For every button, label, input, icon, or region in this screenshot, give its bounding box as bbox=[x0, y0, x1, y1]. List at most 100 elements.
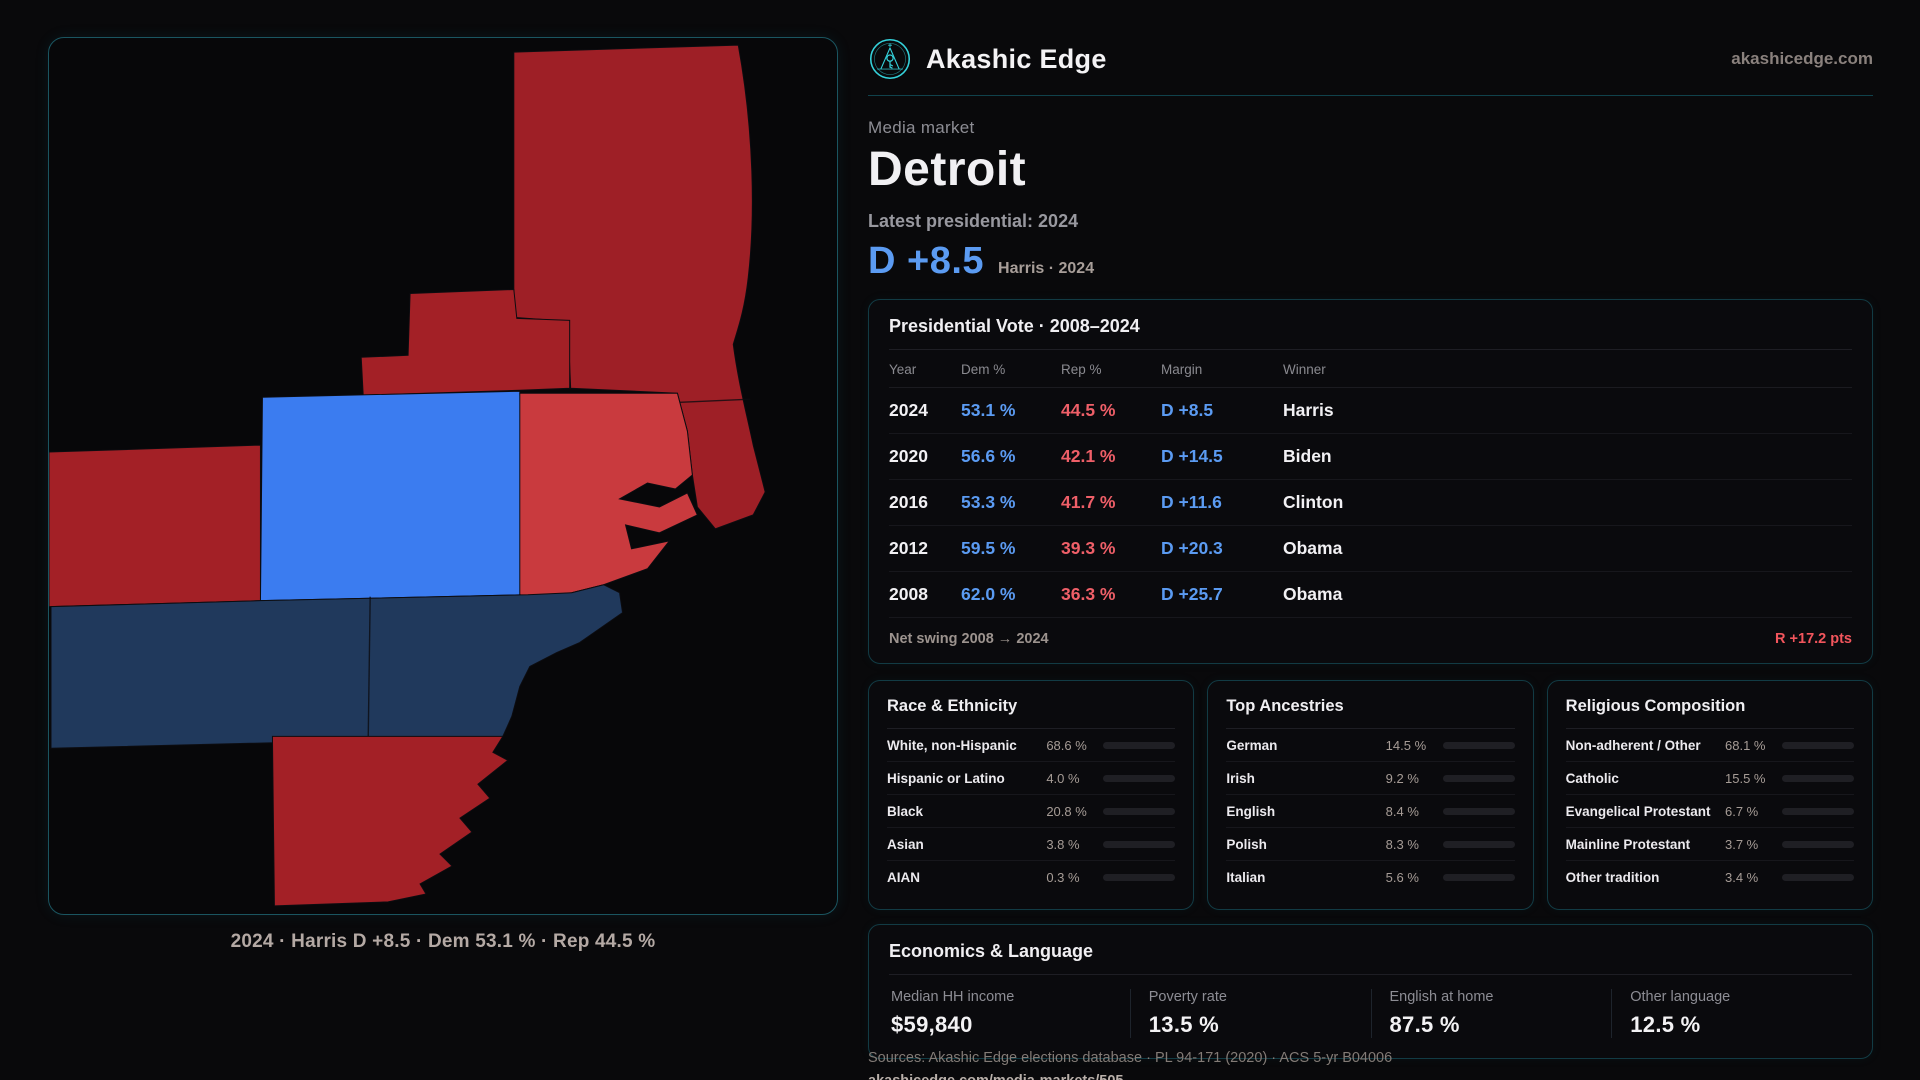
stat-value: 3.4 % bbox=[1725, 869, 1759, 885]
brand-header: Akashic Edge akashicedge.com bbox=[868, 37, 1873, 96]
stat-row: Irish 9.2 % bbox=[1226, 762, 1515, 795]
stat-label: Evangelical Protestant bbox=[1565, 803, 1711, 819]
table-cell-winner: Clinton bbox=[1283, 480, 1852, 526]
stat-bar bbox=[1103, 807, 1176, 815]
stat-label: Non-adherent / Other bbox=[1565, 737, 1701, 753]
demographics-row: Race & Ethnicity White, non-Hispanic 68.… bbox=[868, 680, 1873, 910]
table-cell-margin: D +8.5 bbox=[1161, 388, 1283, 434]
table-cell-rep: 39.3 % bbox=[1061, 526, 1161, 572]
stat-label: Poverty rate bbox=[1148, 989, 1227, 1005]
column-header-year: Year bbox=[889, 350, 961, 388]
stat-value: 68.6 % bbox=[1046, 737, 1087, 753]
brand-domain-link[interactable]: akashicedge.com bbox=[1731, 49, 1873, 68]
table-cell-year: 2020 bbox=[889, 434, 961, 480]
latest-election-label: Latest presidential: 2024 bbox=[868, 211, 1079, 231]
county-shape-metro-dem bbox=[50, 584, 624, 749]
table-cell-dem: 53.1 % bbox=[961, 388, 1061, 434]
stat-value: 12.5 % bbox=[1630, 1012, 1701, 1037]
stat-row: Polish 8.3 % bbox=[1226, 828, 1515, 861]
stat-label: Polish bbox=[1226, 836, 1267, 852]
stat-label: English bbox=[1226, 803, 1276, 819]
page-title: Detroit bbox=[868, 143, 1027, 196]
table-cell-dem: 59.5 % bbox=[961, 526, 1061, 572]
column-header-winner: Winner bbox=[1283, 350, 1852, 388]
card-title: Religious Composition bbox=[1565, 697, 1854, 729]
stat-value: 15.5 % bbox=[1725, 770, 1766, 786]
table-cell-dem: 62.0 % bbox=[961, 572, 1061, 618]
map-column: 2024 · Harris D +8.5 · Dem 53.1 % · Rep … bbox=[48, 37, 838, 1080]
table-cell-rep: 44.5 % bbox=[1061, 388, 1161, 434]
map-panel bbox=[48, 37, 838, 915]
stat-bar bbox=[1782, 774, 1854, 782]
stat-row: Catholic 15.5 % bbox=[1565, 762, 1854, 795]
stat-value: 9.2 % bbox=[1385, 770, 1419, 786]
stat-label: AIAN bbox=[887, 869, 920, 885]
table-cell-winner: Biden bbox=[1283, 434, 1852, 480]
stat-row: Asian 3.8 % bbox=[887, 828, 1176, 861]
column-header-margin: Margin bbox=[1161, 350, 1283, 388]
stat-bar bbox=[1442, 807, 1515, 815]
stat-median-income: Median HH income $59,840 bbox=[889, 989, 1130, 1038]
stat-label: Italian bbox=[1226, 869, 1266, 885]
stat-value: $59,840 bbox=[891, 1012, 973, 1037]
stat-value: 68.1 % bbox=[1725, 737, 1766, 753]
stat-label: Catholic bbox=[1565, 770, 1619, 786]
stat-row: White, non-Hispanic 68.6 % bbox=[887, 729, 1176, 762]
stat-label: Irish bbox=[1226, 770, 1255, 786]
county-map bbox=[49, 44, 766, 907]
stat-label: Mainline Protestant bbox=[1565, 836, 1691, 852]
column-header-dem: Dem % bbox=[961, 350, 1061, 388]
stat-label: Asian bbox=[887, 836, 924, 852]
county-shape-rep-bright bbox=[519, 392, 699, 598]
table-cell-year: 2008 bbox=[889, 572, 961, 618]
stat-bar bbox=[1442, 873, 1515, 881]
stat-row: Non-adherent / Other 68.1 % bbox=[1565, 729, 1854, 762]
stat-label: Other tradition bbox=[1565, 869, 1660, 885]
stat-label: White, non-Hispanic bbox=[887, 737, 1017, 753]
table-cell-margin: D +25.7 bbox=[1161, 572, 1283, 618]
stat-other-language: Other language 12.5 % bbox=[1611, 989, 1852, 1038]
county-shape-south bbox=[271, 735, 509, 907]
permalink[interactable]: akashicedge.com/media-markets/505 bbox=[868, 1073, 1873, 1080]
stat-label: Other language bbox=[1630, 989, 1731, 1005]
stat-bar bbox=[1442, 840, 1515, 848]
table-cell-year: 2024 bbox=[889, 388, 961, 434]
economics-stats: Median HH income $59,840 Poverty rate 13… bbox=[889, 989, 1852, 1038]
county-shape-thumb bbox=[513, 44, 766, 530]
table-cell-margin: D +14.5 bbox=[1161, 434, 1283, 480]
stat-label: German bbox=[1226, 737, 1278, 753]
religion-card: Religious Composition Non-adherent / Oth… bbox=[1546, 680, 1873, 910]
headline-margin-note: Harris · 2024 bbox=[998, 260, 1095, 277]
stat-bar bbox=[1782, 807, 1854, 815]
stat-bar bbox=[1103, 840, 1176, 848]
sources-note: Sources: Akashic Edge elections database… bbox=[868, 1050, 1393, 1066]
detail-column: Akashic Edge akashicedge.com Media marke… bbox=[868, 37, 1873, 1080]
stat-row: English 8.4 % bbox=[1226, 795, 1515, 828]
stat-value: 4.0 % bbox=[1046, 770, 1080, 786]
stat-row: AIAN 0.3 % bbox=[887, 861, 1176, 893]
stat-value: 3.7 % bbox=[1725, 836, 1759, 852]
stat-label: Hispanic or Latino bbox=[887, 770, 1005, 786]
headline-margin-row: D +8.5 Harris · 2024 bbox=[868, 240, 1873, 283]
table-cell-year: 2012 bbox=[889, 526, 961, 572]
stat-value: 87.5 % bbox=[1389, 1012, 1460, 1037]
market-kicker: Media market bbox=[868, 118, 975, 137]
stat-value: 3.8 % bbox=[1046, 836, 1080, 852]
stat-english-at-home: English at home 87.5 % bbox=[1370, 989, 1612, 1038]
county-shape-west bbox=[49, 444, 261, 608]
stat-label: Black bbox=[887, 803, 924, 819]
stat-row: Black 20.8 % bbox=[887, 795, 1176, 828]
map-caption: 2024 · Harris D +8.5 · Dem 53.1 % · Rep … bbox=[230, 931, 656, 952]
stat-row: German 14.5 % bbox=[1226, 729, 1515, 762]
table-cell-dem: 56.6 % bbox=[961, 434, 1061, 480]
stat-row: Italian 5.6 % bbox=[1226, 861, 1515, 893]
stat-bar bbox=[1103, 741, 1176, 749]
stat-value: 5.6 % bbox=[1385, 869, 1419, 885]
headline-margin-value: D +8.5 bbox=[868, 240, 985, 282]
stat-poverty-rate: Poverty rate 13.5 % bbox=[1129, 989, 1371, 1038]
stat-value: 8.4 % bbox=[1385, 803, 1419, 819]
stat-bar bbox=[1782, 873, 1854, 881]
race-ethnicity-card: Race & Ethnicity White, non-Hispanic 68.… bbox=[868, 680, 1195, 910]
presidential-vote-card: Presidential Vote · 2008–2024 Year Dem %… bbox=[868, 299, 1873, 664]
